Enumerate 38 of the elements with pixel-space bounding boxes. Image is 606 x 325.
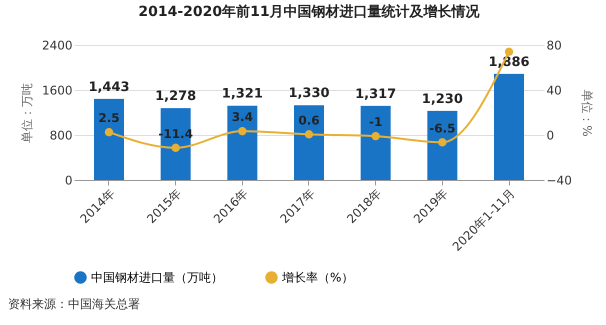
point <box>104 128 114 136</box>
point <box>438 138 447 146</box>
y2-tick-label: 40 <box>546 84 562 98</box>
y-tick-label: 1600 <box>42 84 72 98</box>
y-axis-title: 单位：万吨 <box>20 83 34 143</box>
data-label: 1,321 <box>222 86 263 102</box>
data-label: 1,230 <box>422 92 463 107</box>
data-label: 3.4 <box>232 110 253 124</box>
y2-tick-label: 80 <box>546 38 562 52</box>
legend-label: 中国钢材进口量（万吨） <box>91 270 223 285</box>
data-label: 1,330 <box>288 86 330 102</box>
legend-label: 增长率（%） <box>281 270 354 285</box>
bar <box>494 74 524 180</box>
data-label: 2.5 <box>98 111 120 126</box>
y2-tick-label: 0 <box>546 128 554 142</box>
bar <box>227 106 258 180</box>
point <box>304 130 314 138</box>
data-label: -1 <box>368 115 382 130</box>
data-label: 1,317 <box>355 86 396 102</box>
point <box>171 144 180 152</box>
bar <box>360 106 391 180</box>
point <box>371 132 380 140</box>
point <box>504 48 514 56</box>
data-label: -6.5 <box>429 121 456 136</box>
y-tick-label: 800 <box>50 128 72 142</box>
data-label: 0.6 <box>298 113 320 128</box>
y-tick-label: 2400 <box>42 38 72 52</box>
point <box>238 127 247 136</box>
bar <box>427 110 458 180</box>
y2-tick-label: −40 <box>546 174 572 188</box>
y-tick-label: 0 <box>64 174 72 188</box>
data-label: 1,443 <box>88 80 130 95</box>
data-label: 1,278 <box>155 89 196 104</box>
bar <box>294 105 324 180</box>
bar <box>94 98 124 180</box>
y2-axis-title: 单位：% <box>580 89 594 137</box>
chart-title: 2014-2020年前11月中国钢材进口量统计及增长情况 <box>138 3 481 20</box>
text: 资料来源：中国海关总署 <box>8 296 140 313</box>
